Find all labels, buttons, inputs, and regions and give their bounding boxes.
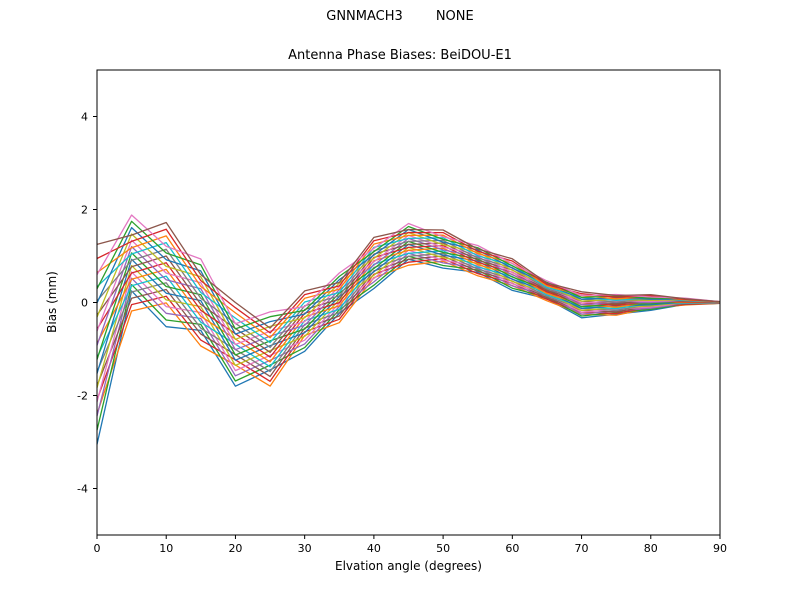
y-tick-label: 2 xyxy=(81,204,88,217)
data-line-line-01 xyxy=(96,258,721,445)
y-tick-label: 4 xyxy=(81,111,88,124)
y-tick-label: -4 xyxy=(77,483,88,496)
axes-title: Antenna Phase Biases: BeiDOU-E1 xyxy=(288,48,512,63)
y-tick-label: -2 xyxy=(77,390,88,403)
data-line-line-08 xyxy=(96,252,721,373)
y-tick-label: 0 xyxy=(81,297,88,310)
data-line-line-10 xyxy=(96,250,721,368)
x-tick-label: 30 xyxy=(298,542,312,555)
x-tick-label: 40 xyxy=(367,542,381,555)
data-line-line-18 xyxy=(96,239,721,349)
x-tick-label: 70 xyxy=(575,542,589,555)
data-line-line-03 xyxy=(96,255,721,431)
data-line-line-21 xyxy=(96,226,721,335)
x-tick-label: 10 xyxy=(159,542,173,555)
x-tick-label: 60 xyxy=(505,542,519,555)
x-tick-label: 0 xyxy=(94,542,101,555)
data-line-line-04 xyxy=(96,257,721,401)
data-line-line-24 xyxy=(96,228,721,334)
data-line-line-26 xyxy=(96,221,721,329)
x-tick-label: 80 xyxy=(644,542,658,555)
data-line-line-20 xyxy=(96,237,721,344)
data-line-line-16 xyxy=(96,242,721,353)
data-line-line-12 xyxy=(96,247,721,363)
data-line-line-02 xyxy=(96,260,721,415)
data-line-line-14 xyxy=(96,244,721,358)
x-tick-label: 90 xyxy=(713,542,727,555)
y-axis-label: Bias (mm) xyxy=(45,271,59,333)
x-axis-label: Elvation angle (degrees) xyxy=(335,559,482,573)
x-tick-label: 50 xyxy=(436,542,450,555)
x-tick-label: 20 xyxy=(228,542,242,555)
figure-suptitle: GNNMACH3 NONE xyxy=(326,9,474,24)
data-line-line-25 xyxy=(96,214,721,325)
data-line-line-06 xyxy=(96,255,721,386)
data-line-line-22 xyxy=(96,234,721,339)
